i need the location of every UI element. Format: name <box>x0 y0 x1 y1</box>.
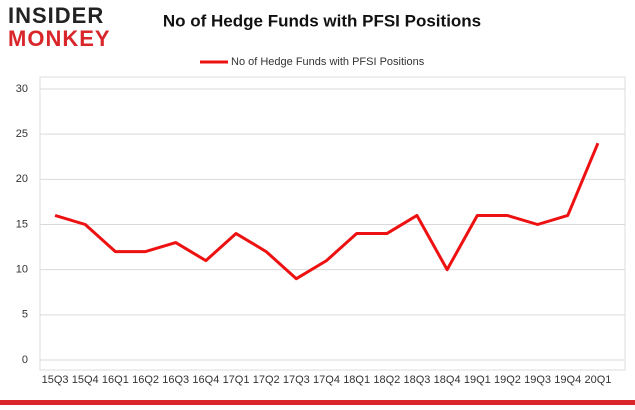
x-tick-label: 18Q1 <box>343 374 370 386</box>
x-tick-label: 20Q1 <box>584 374 611 386</box>
plot-frame <box>39 76 626 371</box>
y-tick-label: 25 <box>16 128 28 140</box>
logo-top: INSIDER <box>8 3 104 28</box>
x-tick-label: 18Q3 <box>404 374 431 386</box>
y-tick-label: 10 <box>16 264 28 276</box>
x-tick-label: 18Q2 <box>373 374 400 386</box>
x-tick-label: 17Q4 <box>313 374 340 386</box>
x-tick-label: 16Q4 <box>192 374 219 386</box>
x-tick-label: 16Q3 <box>162 374 189 386</box>
series-line <box>54 142 600 281</box>
y-tick-label: 15 <box>16 218 28 230</box>
y-tick-label: 20 <box>16 173 28 185</box>
x-tick-label: 16Q1 <box>102 374 129 386</box>
x-tick-label: 19Q4 <box>554 374 581 386</box>
x-tick-label: 18Q4 <box>434 374 461 386</box>
x-tick-label: 17Q2 <box>253 374 280 386</box>
x-tick-label: 15Q3 <box>42 374 69 386</box>
x-tick-label: 15Q4 <box>72 374 99 386</box>
x-tick-label: 19Q2 <box>494 374 521 386</box>
x-tick-label: 19Q1 <box>464 374 491 386</box>
y-tick-label: 0 <box>22 354 28 366</box>
bottom-bar <box>0 400 635 405</box>
x-tick-label: 19Q3 <box>524 374 551 386</box>
y-tick-label: 30 <box>16 83 28 95</box>
x-tick-label: 16Q2 <box>132 374 159 386</box>
chart-title: No of Hedge Funds with PFSI Positions <box>163 11 481 30</box>
x-tick-label: 17Q3 <box>283 374 310 386</box>
logo-bottom: MONKEY <box>8 26 111 51</box>
legend-label: No of Hedge Funds with PFSI Positions <box>231 56 425 68</box>
x-tick-label: 17Q1 <box>223 374 250 386</box>
y-tick-label: 5 <box>22 309 28 321</box>
